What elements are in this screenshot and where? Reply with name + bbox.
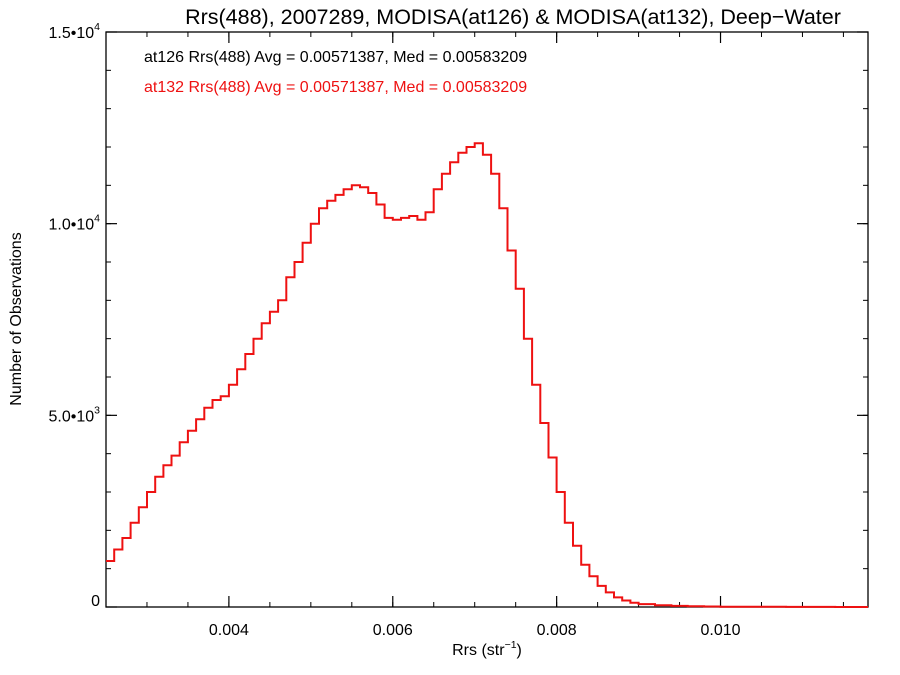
x-tick-labels: 0.004 0.006 0.008 0.010 bbox=[209, 622, 741, 639]
y-tick-label-exp: 3 bbox=[94, 404, 100, 416]
y-tick-label: 5.0•103 bbox=[49, 404, 101, 425]
y-tick-label-base: 5.0•10 bbox=[49, 408, 95, 425]
y-tick-label-base: 1.5•10 bbox=[49, 25, 95, 42]
plot-area: at126 Rrs(488) Avg = 0.00571387, Med = 0… bbox=[105, 31, 869, 608]
x-axis-title-base: Rrs (str bbox=[452, 642, 505, 659]
y-tick-label-exp: 4 bbox=[94, 213, 100, 225]
chart-title: Rrs(488), 2007289, MODISA(at126) & MODIS… bbox=[185, 5, 841, 29]
y-tick-label: 0 bbox=[91, 593, 100, 610]
annotation-at132: at132 Rrs(488) Avg = 0.00571387, Med = 0… bbox=[144, 79, 527, 96]
x-axis-title-close: ) bbox=[517, 642, 522, 659]
y-tick-label: 1.0•104 bbox=[49, 213, 101, 234]
x-axis-title-sup: −1 bbox=[505, 639, 517, 651]
annotations: at126 Rrs(488) Avg = 0.00571387, Med = 0… bbox=[144, 49, 527, 96]
x-tick-label: 0.006 bbox=[373, 622, 413, 639]
y-axis-title: Number of Observations bbox=[8, 232, 25, 405]
series-line bbox=[106, 142, 868, 608]
y-tick-label-base: 0 bbox=[91, 593, 100, 610]
x-tick-label: 0.004 bbox=[209, 622, 249, 639]
x-tick-label: 0.010 bbox=[700, 622, 740, 639]
series-layer bbox=[106, 142, 868, 608]
x-tick-label: 0.008 bbox=[537, 622, 577, 639]
x-axis-title: Rrs (str−1) bbox=[452, 639, 522, 659]
plot-frame bbox=[105, 31, 869, 608]
y-tick-label-base: 1.0•10 bbox=[49, 217, 95, 234]
y-tick-label-exp: 4 bbox=[94, 21, 100, 33]
axis-ticks bbox=[105, 31, 868, 608]
y-tick-label: 1.5•104 bbox=[49, 21, 101, 42]
annotation-at126: at126 Rrs(488) Avg = 0.00571387, Med = 0… bbox=[144, 49, 527, 66]
